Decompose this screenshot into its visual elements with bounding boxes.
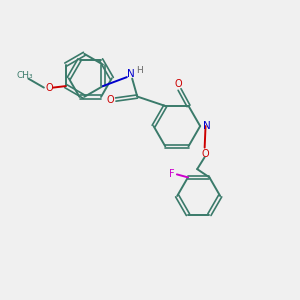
Text: O: O — [174, 79, 182, 88]
Text: O: O — [201, 148, 209, 159]
Text: N: N — [127, 69, 134, 79]
Text: F: F — [169, 169, 174, 179]
Text: O: O — [106, 94, 114, 104]
Text: CH₃: CH₃ — [16, 70, 33, 80]
Text: H: H — [136, 66, 143, 75]
Text: N: N — [203, 121, 211, 131]
Text: O: O — [45, 82, 53, 93]
